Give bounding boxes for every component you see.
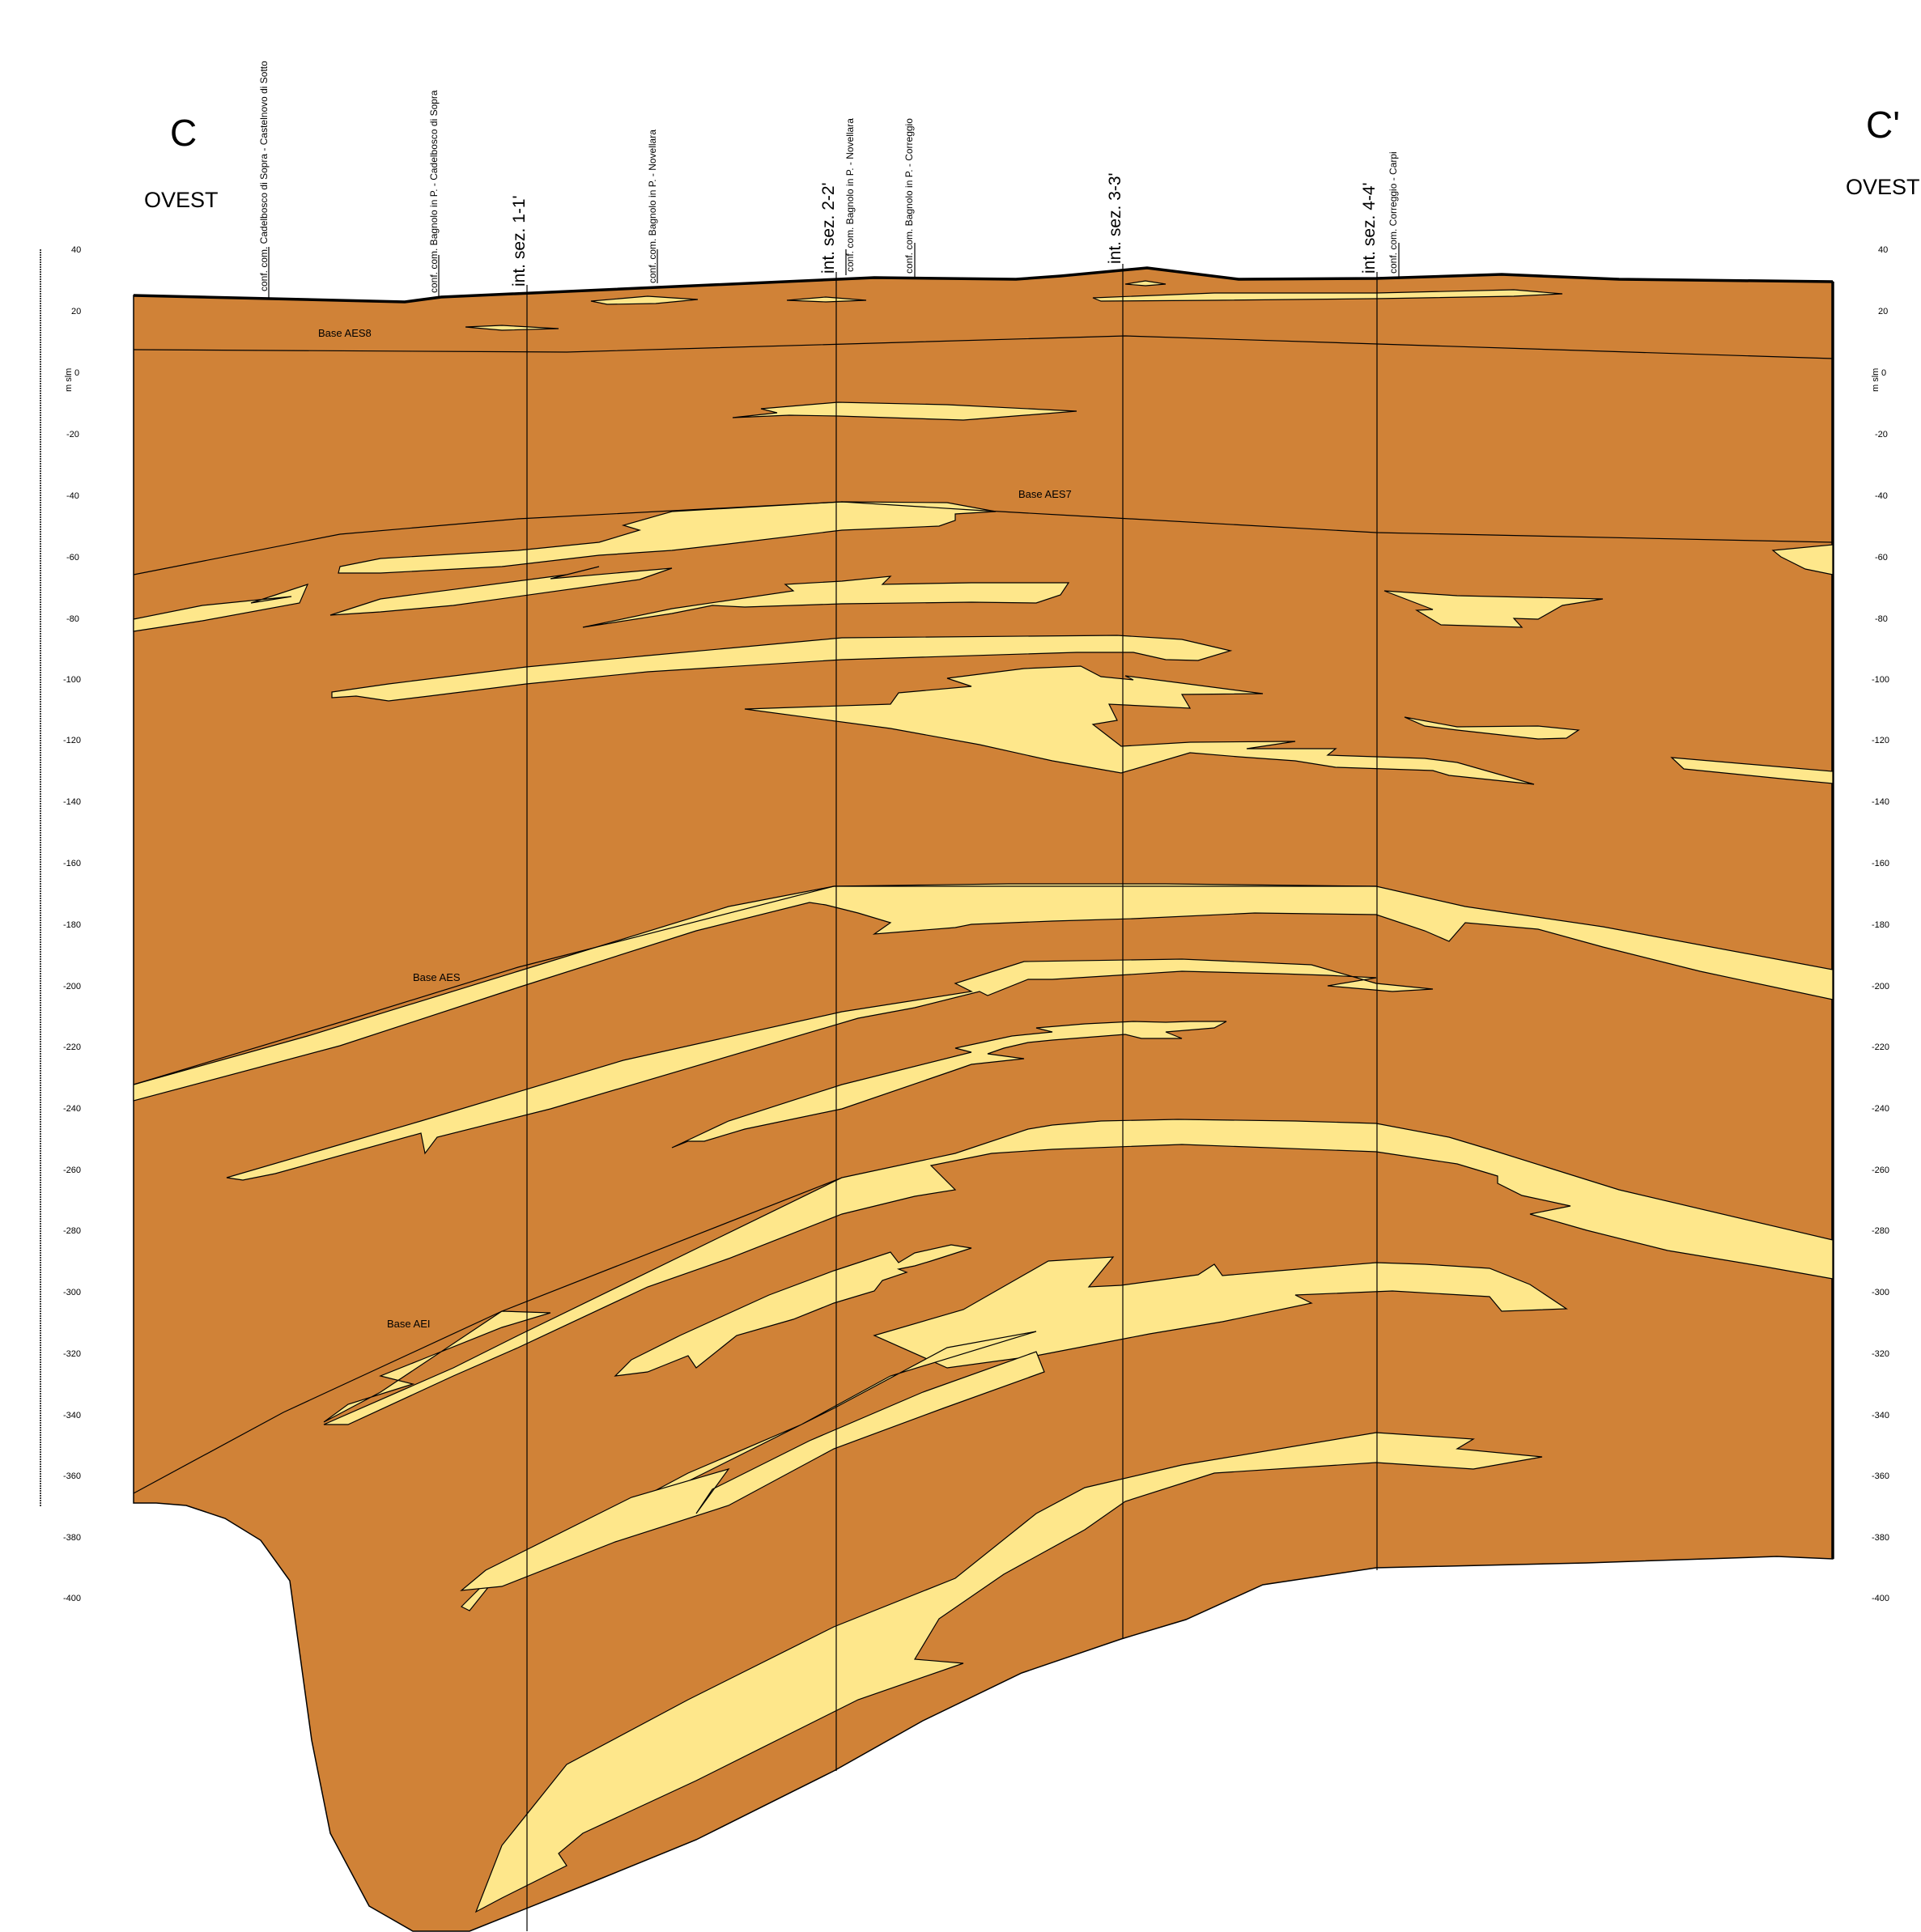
right-axis-unit: m slm	[1871, 368, 1881, 392]
intersection-lines	[526, 264, 1378, 1931]
boundary-lines	[133, 335, 1834, 1494]
int-label-2: int. sez. 2-2'	[819, 182, 838, 274]
left-tick-m160: -160	[63, 859, 81, 868]
left-tick-0: 0	[74, 368, 79, 378]
left-tick-m320: -320	[63, 1349, 81, 1359]
left-tick-m220: -220	[63, 1042, 81, 1052]
left-tick-m20: -20	[66, 430, 79, 439]
left-tick-m100: -100	[63, 675, 81, 685]
right-tick-m320: -320	[1872, 1349, 1889, 1359]
right-tick-m100: -100	[1872, 675, 1889, 685]
right-tick-m40: -40	[1875, 491, 1888, 501]
base-aes8-line	[133, 335, 1834, 359]
well-label-6: conf. com. Correggio - Carpi	[1388, 151, 1399, 274]
int-label-4: int. sez. 4-4'	[1360, 182, 1379, 274]
right-tick-m20: -20	[1875, 430, 1888, 439]
right-tick-20: 20	[1878, 307, 1888, 316]
base-aei-label: Base AEI	[387, 1318, 430, 1330]
right-tick-m120: -120	[1872, 736, 1889, 745]
left-tick-m80: -80	[66, 614, 79, 624]
left-tick-m140: -140	[63, 797, 81, 807]
right-tick-m360: -360	[1872, 1471, 1889, 1481]
left-tick-m300: -300	[63, 1288, 81, 1297]
left-tick-m240: -240	[63, 1104, 81, 1114]
left-tick-m120: -120	[63, 736, 81, 745]
base-aes-label: Base AES	[413, 971, 461, 983]
ground-surface-line	[133, 266, 1834, 304]
well-label-1: conf. com. Cadelbosco di Sopra - Casteln…	[258, 61, 270, 291]
left-section-direction: OVEST	[144, 188, 219, 212]
left-tick-m40: -40	[66, 491, 79, 501]
well-label-2: conf. com. Bagnolo in P. - Cadelbosco di…	[428, 90, 440, 293]
sand-lenses	[133, 280, 1834, 1913]
left-tick-40: 40	[71, 245, 81, 255]
right-tick-m400: -400	[1872, 1594, 1889, 1603]
right-tick-m220: -220	[1872, 1042, 1889, 1052]
left-tick-m340: -340	[63, 1411, 81, 1420]
right-tick-40: 40	[1878, 245, 1888, 255]
right-tick-m180: -180	[1872, 920, 1889, 930]
left-axis-unit: m slm	[64, 368, 74, 392]
well-label-5: conf. com. Bagnolo in P. - Correggio	[903, 118, 915, 274]
right-tick-m300: -300	[1872, 1288, 1889, 1297]
clay-body	[133, 267, 1834, 1932]
left-tick-m200: -200	[63, 982, 81, 991]
base-aes8-label: Base AES8	[318, 327, 372, 339]
right-tick-m280: -280	[1872, 1226, 1889, 1236]
int-label-3: int. sez. 3-3'	[1106, 172, 1124, 264]
base-aei-line	[133, 1177, 843, 1494]
left-tick-m260: -260	[63, 1166, 81, 1175]
left-tick-m180: -180	[63, 920, 81, 930]
left-tick-m360: -360	[63, 1471, 81, 1481]
left-axis-ticks: 40 20 0 -20 -40 -60 -80 -100 -120 -140 -…	[63, 245, 81, 1603]
well-ticks	[268, 243, 1400, 298]
base-aes7-label: Base AES7	[1018, 488, 1072, 500]
left-tick-20: 20	[71, 307, 81, 316]
right-tick-m60: -60	[1875, 553, 1888, 563]
right-tick-0: 0	[1881, 368, 1886, 378]
right-section-direction: OVEST	[1846, 175, 1920, 199]
left-tick-m400: -400	[63, 1594, 81, 1603]
right-section-letter: C'	[1866, 104, 1900, 146]
left-section-letter: C	[170, 112, 197, 154]
right-tick-m240: -240	[1872, 1104, 1889, 1114]
right-tick-m200: -200	[1872, 982, 1889, 991]
base-aes7-line	[133, 501, 1834, 575]
int-label-1: int. sez. 1-1'	[510, 195, 529, 287]
well-label-4: conf. com. Bagnolo in P. - Novellara	[844, 118, 856, 272]
right-tick-m380: -380	[1872, 1533, 1889, 1543]
right-tick-m340: -340	[1872, 1411, 1889, 1420]
right-axis-ticks: 40 20 0 -20 -40 -60 -80 -100 -120 -140 -…	[1872, 245, 1889, 1603]
left-tick-m60: -60	[66, 553, 79, 563]
left-tick-m280: -280	[63, 1226, 81, 1236]
base-aes-line	[133, 885, 1376, 1085]
right-tick-m80: -80	[1875, 614, 1888, 624]
left-tick-m380: -380	[63, 1533, 81, 1543]
well-label-3: conf. com. Bagnolo in P. - Novellara	[647, 130, 658, 283]
right-tick-m160: -160	[1872, 859, 1889, 868]
right-tick-m140: -140	[1872, 797, 1889, 807]
right-tick-m260: -260	[1872, 1166, 1889, 1175]
